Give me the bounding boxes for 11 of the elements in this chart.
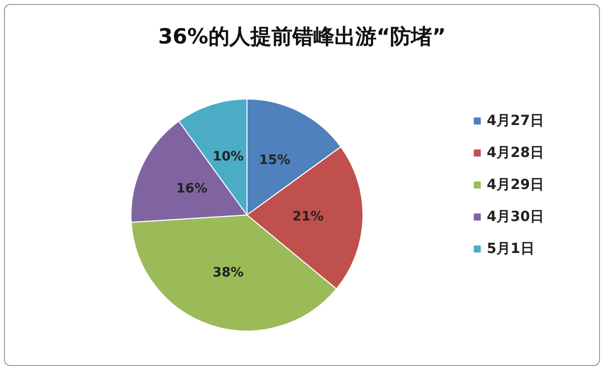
legend-label: 4月30日 [486, 209, 544, 225]
data-label: 15% [259, 153, 290, 168]
legend-label: 4月27日 [486, 113, 544, 129]
data-label: 38% [212, 266, 244, 281]
legend-label: 4月29日 [486, 177, 544, 193]
data-label: 21% [292, 209, 324, 224]
legend-label: 4月28日 [486, 145, 544, 161]
data-label: 10% [212, 149, 244, 164]
chart-title: 36%的人提前错峰出游“防堵” [158, 24, 446, 48]
data-label: 16% [176, 182, 208, 197]
legend-label: 5月1日 [486, 241, 534, 257]
